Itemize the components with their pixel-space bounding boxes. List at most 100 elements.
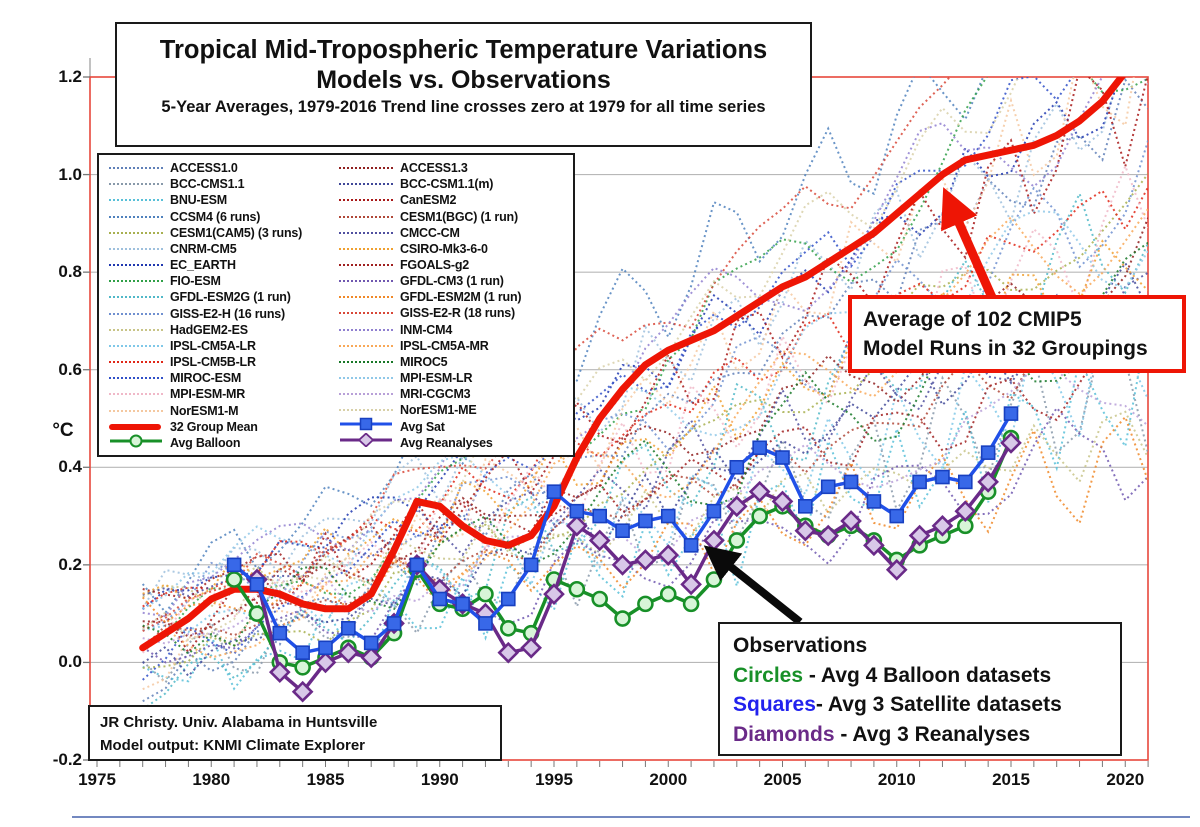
x-tick-label: 1980 [192, 770, 231, 789]
observations-item: Diamonds - Avg 3 Reanalyses [733, 720, 1107, 750]
x-tick-label: 1995 [535, 770, 573, 789]
legend-entry-label: GISS-E2-H (16 runs) [170, 306, 285, 321]
x-tick-label: 1975 [78, 770, 116, 789]
legend-entry: GFDL-CM3 (1 run) [339, 273, 569, 289]
chart-subtitle: 5-Year Averages, 1979-2016 Trend line cr… [161, 98, 766, 116]
legend-entry-label: CESM1(CAM5) (3 runs) [170, 225, 303, 240]
legend-entry: IPSL-CM5B-LR [109, 354, 339, 370]
reanalysis-marker [863, 534, 885, 557]
legend-entry-label: Avg Reanalyses [400, 435, 493, 450]
observations-item-keyword: Squares [733, 693, 816, 716]
model-run-line [142, 366, 1148, 645]
legend-entry: GFDL-ESM2G (1 run) [109, 289, 339, 305]
legend-entry-label: GFDL-ESM2M (1 run) [400, 290, 522, 305]
x-tick-label: 2000 [649, 770, 688, 789]
model-run-line [142, 271, 1148, 598]
legend-entry-label: IPSL-CM5A-LR [170, 338, 256, 353]
cmip5-annotation-line1: Average of 102 CMIP5 [863, 308, 1082, 331]
satellite-marker [592, 508, 608, 524]
satellite-marker [729, 459, 745, 475]
legend-entry-label: MIROC-ESM [170, 371, 242, 386]
model-run-line [141, 77, 1148, 610]
satellite-marker [889, 508, 905, 524]
legend-entry: CSIRO-Mk3-6-0 [339, 241, 569, 257]
legend-entry: EC_EARTH [109, 257, 339, 273]
legend-entry: FIO-ESM [109, 273, 339, 289]
reanalysis-marker [588, 529, 611, 552]
legend-entry-label: FGOALS-g2 [400, 258, 470, 273]
satellite-marker [683, 538, 699, 553]
observations-item: Circles - Avg 4 Balloon datasets [733, 661, 1107, 691]
y-tick-label: 0.2 [58, 554, 82, 574]
legend-entry: CESM1(CAM5) (3 runs) [109, 225, 339, 241]
legend-entry-label: CSIRO-Mk3-6-0 [400, 241, 488, 256]
satellite-marker [363, 635, 379, 651]
balloon-marker [294, 659, 311, 676]
balloon-marker [728, 532, 746, 549]
legend-entry-label: IPSL-CM5A-MR [400, 338, 489, 353]
satellite-marker [798, 499, 813, 514]
satellite-marker [775, 450, 790, 465]
legend-entry-label: MPI-ESM-LR [400, 371, 473, 386]
satellite-marker [957, 474, 973, 490]
balloon-marker [659, 585, 677, 603]
satellite-marker [820, 479, 836, 495]
satellite-marker [249, 577, 265, 592]
reanalysis-marker [634, 549, 657, 571]
legend-entry-label: ACCESS1.0 [170, 161, 238, 176]
balloon-marker [614, 610, 631, 627]
balloon-marker [705, 571, 723, 588]
satellite-marker [478, 616, 493, 631]
model-run-line [142, 77, 1148, 703]
legend-entry: HadGEM2-ES [109, 322, 339, 338]
legend-entry-label: CanESM2 [400, 193, 457, 208]
attribution-line1: JR Christy. Univ. Alabama in Huntsville [100, 714, 378, 731]
reanalysis-marker [931, 514, 954, 537]
reanalysis-marker [725, 495, 748, 518]
satellite-marker [226, 557, 242, 573]
balloon-marker [568, 580, 586, 598]
reanalysis-marker [497, 641, 520, 664]
balloon-marker [682, 595, 700, 613]
satellite-marker [386, 616, 402, 631]
legend-entry: MRI-CGCM3 [339, 386, 569, 402]
reanalysis-marker [885, 558, 908, 581]
legend-entry-label: CMCC-CM [400, 225, 460, 240]
model-run-line [142, 186, 1148, 608]
y-tick-label: -0.2 [52, 750, 82, 769]
reanalysis-marker [1000, 432, 1022, 454]
title-box: Tropical Mid-Tropospheric Temperature Va… [115, 22, 812, 147]
legend-entry: BCC-CMS1.1 [109, 176, 339, 192]
observations-item-keyword: Circles [733, 663, 804, 687]
satellite-marker [752, 440, 767, 456]
legend-entry: IPSL-CM5A-LR [109, 338, 339, 354]
legend-entry: Avg Sat [339, 417, 569, 435]
legend-entry: CCSM4 (6 runs) [109, 209, 339, 225]
model-run-line [141, 77, 985, 615]
reanalysis-marker [520, 636, 542, 659]
observations-annotation-box: Observations Circles - Avg 4 Balloon dat… [718, 622, 1122, 756]
legend-entry-label: CCSM4 (6 runs) [170, 209, 261, 224]
legend-entry: IPSL-CM5A-MR [339, 338, 569, 354]
legend-entry-label: GFDL-CM3 (1 run) [400, 274, 504, 289]
model-run-line [142, 406, 1148, 664]
satellite-marker [866, 494, 882, 509]
observations-items: Circles - Avg 4 Balloon datasets Squares-… [733, 661, 1107, 750]
series-line-rean [255, 441, 1013, 694]
cmip5-annotation-line2: Model Runs in 32 Groupings [863, 337, 1148, 360]
x-tick-label: 1985 [306, 770, 345, 789]
legend-entry-label: CNRM-CM5 [170, 241, 237, 256]
y-axis-unit-label: °C [52, 420, 74, 441]
model-run-line [142, 77, 1020, 642]
legend-entry: CNRM-CM5 [109, 241, 339, 257]
x-tick-label: 2010 [877, 770, 916, 789]
cmip5-annotation-box: Average of 102 CMIP5 Model Runs in 32 Gr… [848, 295, 1186, 373]
reanalysis-marker [817, 524, 840, 547]
model-run-line [142, 77, 1121, 611]
legend-entry: GISS-E2-R (18 runs) [339, 305, 569, 321]
legend-entry: FGOALS-g2 [339, 257, 569, 273]
satellite-marker [500, 591, 516, 607]
observations-item-keyword: Diamonds [733, 722, 835, 746]
model-run-line [142, 208, 1148, 659]
